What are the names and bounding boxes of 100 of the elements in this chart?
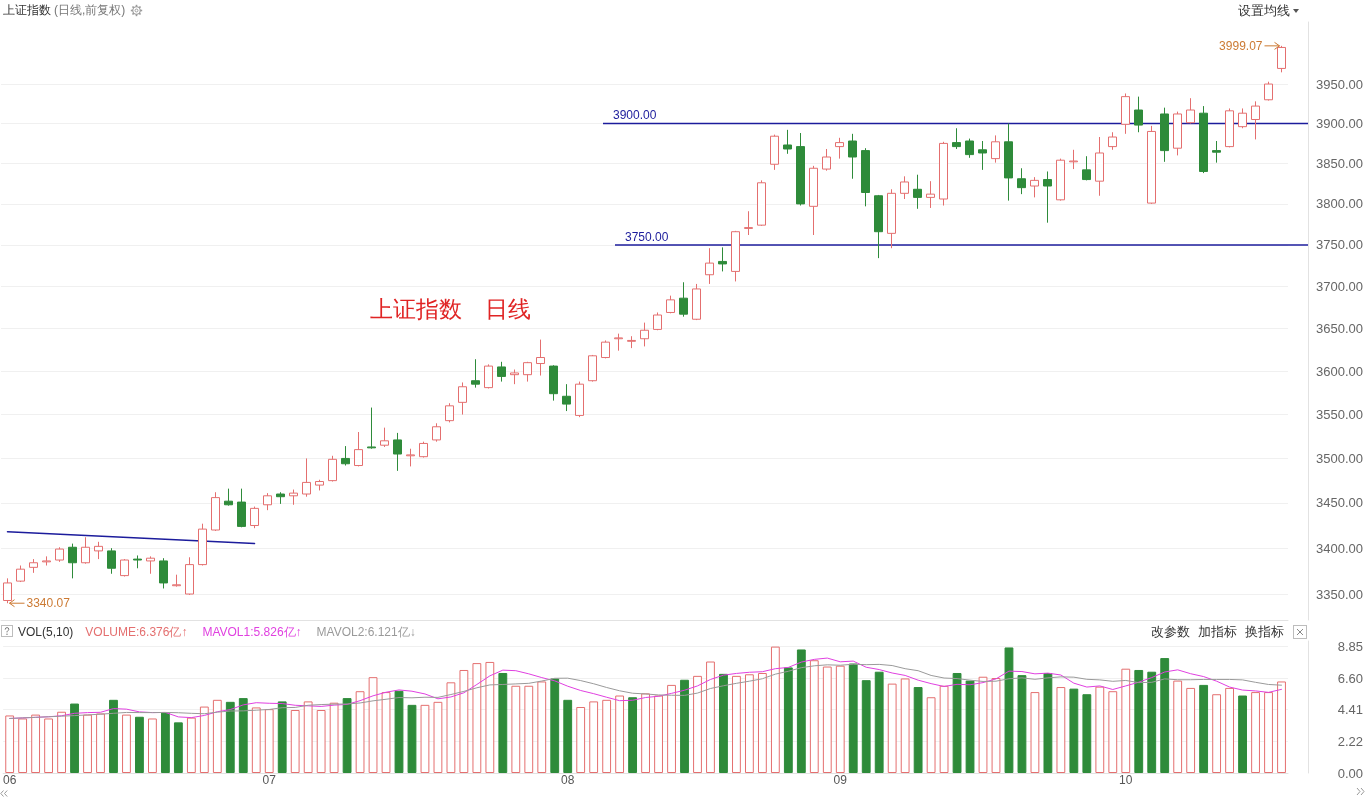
- bar: [31, 714, 41, 773]
- candlestick: [809, 165, 818, 236]
- annotation: 上证指数 日线: [370, 295, 531, 323]
- bar: [342, 698, 352, 773]
- bar: [1147, 671, 1157, 773]
- candlestick: [822, 148, 831, 172]
- candlestick: [55, 546, 64, 563]
- candlestick: [419, 441, 428, 459]
- bar: [199, 706, 209, 773]
- candlestick: [328, 455, 337, 483]
- y-tick-label: 3550.00: [1316, 407, 1363, 423]
- candlestick: [3, 577, 12, 604]
- bar: [394, 690, 404, 773]
- candlestick: [29, 558, 38, 574]
- candlestick: [380, 427, 389, 448]
- bar: [602, 699, 612, 773]
- bar: [96, 713, 105, 773]
- bar: [420, 704, 430, 773]
- bar: [589, 701, 599, 773]
- candlestick: [263, 492, 272, 511]
- y-tick-label: 0.00: [1337, 765, 1363, 781]
- x-tick-label: 06: [2, 773, 17, 787]
- bar: [1212, 694, 1222, 773]
- candlestick: [1134, 96, 1143, 133]
- y-tick-label: 2.22: [1337, 733, 1363, 749]
- bar: [1121, 668, 1131, 773]
- bar: [264, 709, 274, 773]
- text: 换指标: [1245, 624, 1284, 640]
- candlestick: [81, 536, 90, 565]
- candlestick: [952, 127, 961, 150]
- candlestick: [666, 295, 675, 314]
- text: MAVOL2:6.121亿↓: [316, 625, 416, 639]
- bar: [368, 677, 378, 773]
- bar: [212, 699, 222, 773]
- x-tick-label: 08: [561, 773, 575, 787]
- bar: [1095, 686, 1105, 773]
- candlestick: [1225, 107, 1234, 148]
- candlestick: [523, 361, 532, 383]
- bar: [706, 661, 715, 773]
- candlestick: [965, 138, 974, 159]
- bar: [238, 698, 248, 773]
- candlestick: [1121, 92, 1130, 135]
- candlestick: [172, 574, 181, 588]
- bar: [148, 718, 157, 773]
- candlestick: [354, 431, 363, 467]
- candlestick: [367, 407, 376, 450]
- candlestick: [1212, 140, 1221, 164]
- candlestick: [1095, 136, 1104, 197]
- candlestick: [432, 422, 441, 443]
- bar: [70, 703, 79, 773]
- bar: [316, 710, 326, 773]
- bar: [835, 665, 845, 773]
- bar: [783, 667, 793, 773]
- candlestick: [796, 132, 805, 207]
- candlestick: [133, 554, 142, 569]
- candlestick: [731, 230, 740, 282]
- candlestick: [237, 488, 246, 528]
- chart-title: VOL(5,10): [18, 625, 74, 639]
- candlestick: [302, 457, 311, 498]
- candlestick: [1173, 111, 1182, 156]
- bar: [446, 682, 456, 773]
- y-tick-label: 6.60: [1337, 670, 1363, 686]
- bar: [303, 701, 313, 773]
- candlestick: [1238, 107, 1247, 129]
- candlestick: [991, 134, 1000, 164]
- candlestick: [1069, 149, 1078, 170]
- annotation: 3340.07: [26, 596, 71, 611]
- candlestick: [393, 432, 402, 472]
- bar: [1017, 675, 1027, 773]
- text: MAVOL1:5.826亿↑: [202, 625, 302, 639]
- candlestick: [549, 364, 558, 402]
- bar: [1173, 680, 1183, 773]
- candlestick: [783, 129, 792, 155]
- text: 加指标: [1198, 624, 1237, 640]
- bar: [641, 693, 650, 773]
- candlestick: [887, 188, 896, 249]
- candlestick: [16, 565, 25, 583]
- bar: [861, 680, 871, 773]
- bar: [186, 717, 196, 773]
- bar: [1199, 684, 1209, 773]
- bar: [628, 697, 638, 773]
- candlestick: [445, 402, 454, 423]
- candlestick: [1082, 155, 1091, 181]
- bar: [1082, 694, 1092, 773]
- candlestick: [406, 448, 415, 467]
- bar: [381, 692, 391, 773]
- candlestick: [159, 557, 168, 589]
- candlestick: [835, 137, 844, 160]
- candlestick: [705, 247, 714, 285]
- candlestick: [341, 445, 350, 467]
- bar: [173, 722, 183, 773]
- bar: [1069, 688, 1079, 773]
- bar: [1160, 658, 1170, 773]
- bar: [848, 663, 858, 773]
- y-tick-label: 3950.00: [1316, 76, 1363, 92]
- bar: [1056, 687, 1066, 773]
- bar: [57, 711, 66, 773]
- chart-title: 上证指数: [3, 3, 51, 17]
- text: VOLUME:6.376亿↑: [85, 625, 188, 639]
- bar: [1043, 673, 1053, 773]
